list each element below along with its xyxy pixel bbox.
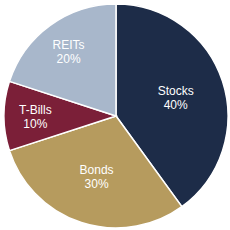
slice-value-label: 10% bbox=[23, 117, 47, 131]
slice-category-label: Bonds bbox=[80, 163, 114, 177]
slice-category-label: REITs bbox=[53, 38, 85, 52]
slice-category-label: T-Bills bbox=[19, 103, 52, 117]
slice-value-label: 20% bbox=[57, 52, 81, 66]
pie-slice bbox=[9, 4, 116, 116]
slice-category-label: Stocks bbox=[158, 84, 194, 98]
chart: Stocks40% Bonds30% T-Bills10% REITs20% bbox=[0, 0, 230, 230]
slices bbox=[4, 4, 228, 228]
labels: Stocks40% Bonds30% T-Bills10% REITs20% bbox=[19, 38, 194, 191]
slice-value-label: 40% bbox=[164, 98, 188, 112]
slice-value-label: 30% bbox=[85, 177, 109, 191]
